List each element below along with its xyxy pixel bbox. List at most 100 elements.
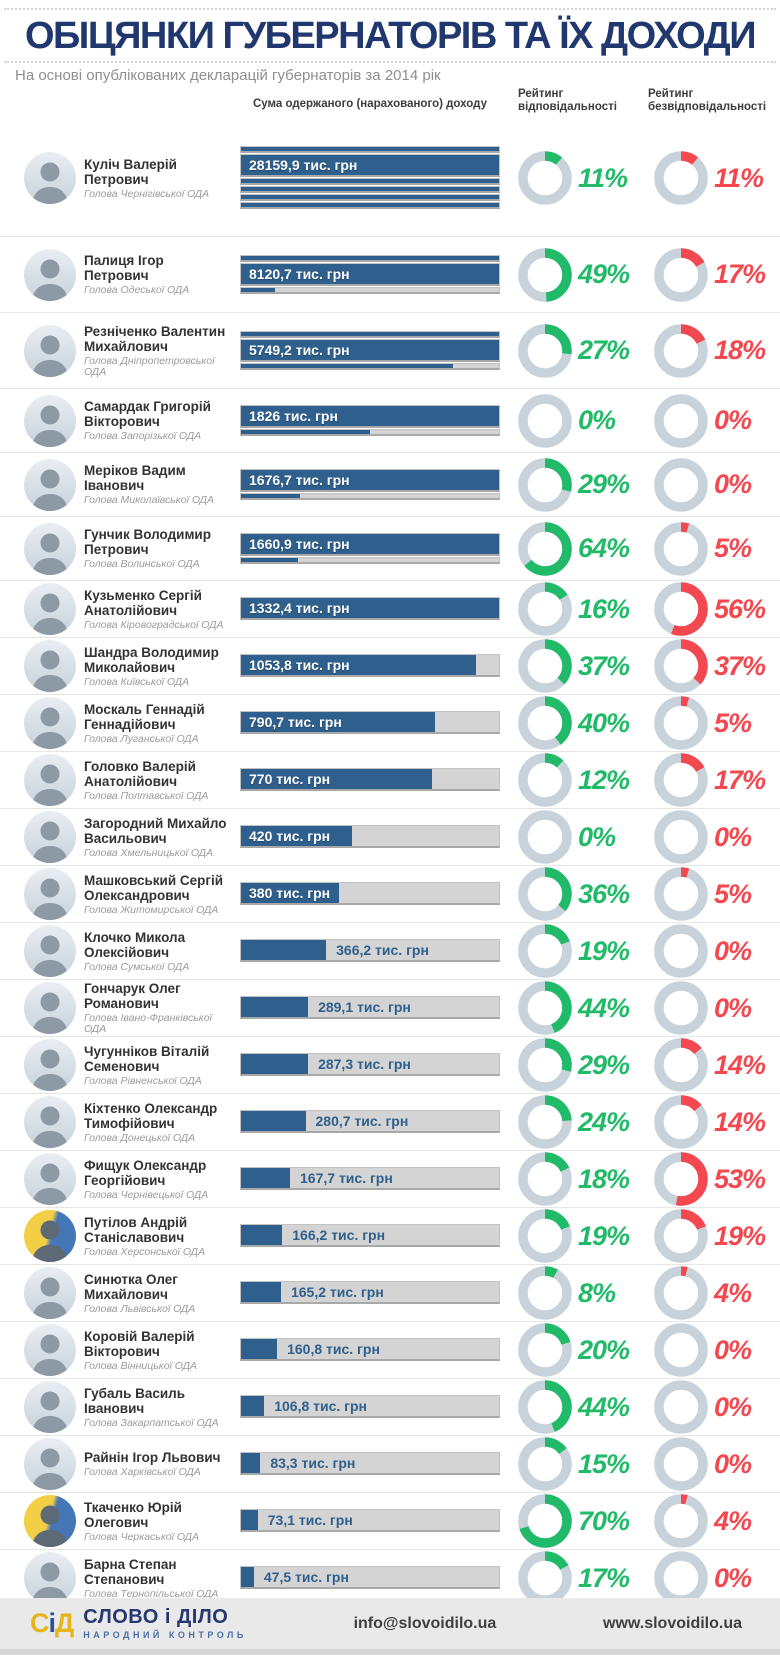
responsibility-donut [518,1551,572,1605]
donut-ring [654,639,708,693]
responsibility-rating: 40% [518,696,640,750]
irresponsibility-rating: 0% [654,810,780,864]
income-bar-fill [241,598,499,618]
income-value: 166,2 тис. грн [292,1227,386,1243]
income-bar-fill [241,179,499,183]
income-bar-fill [241,533,499,554]
irresponsibility-donut [654,1095,708,1149]
donut-ring [518,582,572,636]
responsibility-donut [518,753,572,807]
income-bar-line-labeled: 83,3 тис. грн [240,1452,500,1475]
income-bar: 5749,2 тис. грн [240,330,500,371]
responsibility-percent: 0% [578,821,616,852]
irresponsibility-rating: 5% [654,696,780,750]
governor-position: Голова Житомирської ОДА [84,903,219,916]
income-bar: 73,1 тис. грн [240,1509,500,1533]
governor-info: Кузьменко Сергій Анатолійович Голова Кіро… [84,588,232,631]
governor-position: Голова Івано-Франківської ОДА [84,1012,212,1035]
irresponsibility-donut [654,1380,708,1434]
irresponsibility-rating: 14% [654,1038,780,1092]
irresponsibility-rating: 0% [654,1323,780,1377]
governor-photo [24,583,76,635]
governor-row: Райнін Ігор Львович Голова Харківської ОД… [0,1435,780,1492]
income-bar-line [240,178,500,185]
donut-ring [654,696,708,750]
income-bar-fill [241,469,499,490]
governor-info: Самардак Григорій Вікторович Голова Запор… [84,399,232,442]
income-value: 420 тис. грн [249,828,331,844]
income-bar: 287,3 тис. грн [240,1053,500,1077]
irresponsibility-percent: 0% [714,405,752,435]
logo-text: СЛОВО і ДІЛО НАРОДНИЙ КОНТРОЛЬ [83,1607,247,1640]
income-bar-line-labeled: 380 тис. грн [240,882,500,905]
governor-name: Москаль Геннадій Геннадійович [84,701,205,732]
governor-name: Синютка Олег Михайлович [84,1271,178,1302]
responsibility-rating: 29% [518,1038,640,1092]
irresponsibility-rating: 0% [654,1380,780,1434]
irresponsibility-donut [654,457,708,512]
page-subtitle: На основі опублікованих декларацій губер… [15,67,441,84]
governor-info: Ткаченко Юрій Олегович Голова Черкаської … [84,1500,232,1543]
income-bar: 280,7 тис. грн [240,1110,500,1134]
donut-ring [518,1095,572,1149]
governor-name: Головко Валерій Анатолійович [84,758,196,789]
responsibility-rating: 20% [518,1323,640,1377]
irresponsibility-percent: 18% [714,335,766,365]
governor-photo [24,1381,76,1433]
donut-ring [518,810,572,864]
irresponsibility-donut [654,753,708,807]
income-bar-line-labeled: 420 тис. грн [240,825,500,848]
income-bar-line-labeled: 166,2 тис. грн [240,1224,500,1247]
income-bar-fill [241,195,499,199]
responsibility-donut [518,1152,572,1206]
irresponsibility-rating: 0% [654,457,780,512]
governor-position: Голова Луганської ОДА [84,732,199,745]
income-bar-line-labeled: 1826 тис. грн [240,404,500,428]
income-bar: 1660,9 тис. грн [240,532,500,565]
irresponsibility-percent: 0% [714,1448,752,1479]
logo-sub-text: НАРОДНИЙ КОНТРОЛЬ [83,1630,247,1640]
income-bar-line [240,556,500,564]
governor-row: Шандра Володимир Миколайович Голова Київс… [0,637,780,694]
irresponsibility-rating: 0% [654,1551,780,1605]
person-photo-placeholder [32,1391,68,1433]
donut-ring [654,810,708,864]
governor-position: Голова Київської ОДА [84,675,190,688]
governor-position: Голова Хмельницької ОДА [84,846,214,859]
column-header-income: Сума одержаного (нарахованого) доходу [252,98,487,110]
irresponsibility-donut [654,521,708,576]
income-bar-fill [241,1396,265,1416]
irresponsibility-percent: 17% [714,259,766,289]
person-photo-placeholder [32,1163,68,1205]
governor-info: Гончарук Олег Романович Голова Івано-Фран… [84,981,232,1035]
governor-info: Москаль Геннадій Геннадійович Голова Луга… [84,702,232,745]
income-bar-line [240,194,500,201]
governor-photo [24,640,76,692]
governor-photo [24,152,76,204]
income-bar: 1332,4 тис. грн [240,597,500,621]
income-bar-fill [241,557,298,562]
income-value: 289,1 тис. грн [318,999,411,1015]
responsibility-rating: 49% [518,247,640,302]
governor-row: Резніченко Валентин Михайлович Голова Дні… [0,312,780,388]
donut-ring [654,393,708,448]
income-bar-fill [241,363,453,368]
responsibility-donut [518,247,572,302]
governor-info: Коровій Валерій Вікторович Голова Вінниць… [84,1329,232,1372]
income-bar-line-labeled: 167,7 тис. грн [240,1167,500,1190]
governor-position: Голова Донецької ОДА [84,1131,196,1144]
income-bar-fill [241,655,476,675]
responsibility-donut [518,1209,572,1263]
governor-info: Меріков Вадим Іванович Голова Миколаївськ… [84,463,232,506]
irresponsibility-rating: 17% [654,247,780,302]
person-photo-placeholder [32,1220,68,1262]
governor-photo [24,1552,76,1604]
governor-position: Голова Сумської ОДА [84,960,190,973]
governor-position: Голова Харківської ОДА [84,1466,201,1478]
governor-info: Синютка Олег Михайлович Голова Львівської… [84,1272,232,1315]
governor-photo [24,324,76,377]
donut-ring [518,753,572,807]
income-value: 1660,9 тис. грн [249,535,350,552]
income-bar: 106,8 тис. грн [240,1395,500,1419]
income-bar: 289,1 тис. грн [240,996,500,1020]
